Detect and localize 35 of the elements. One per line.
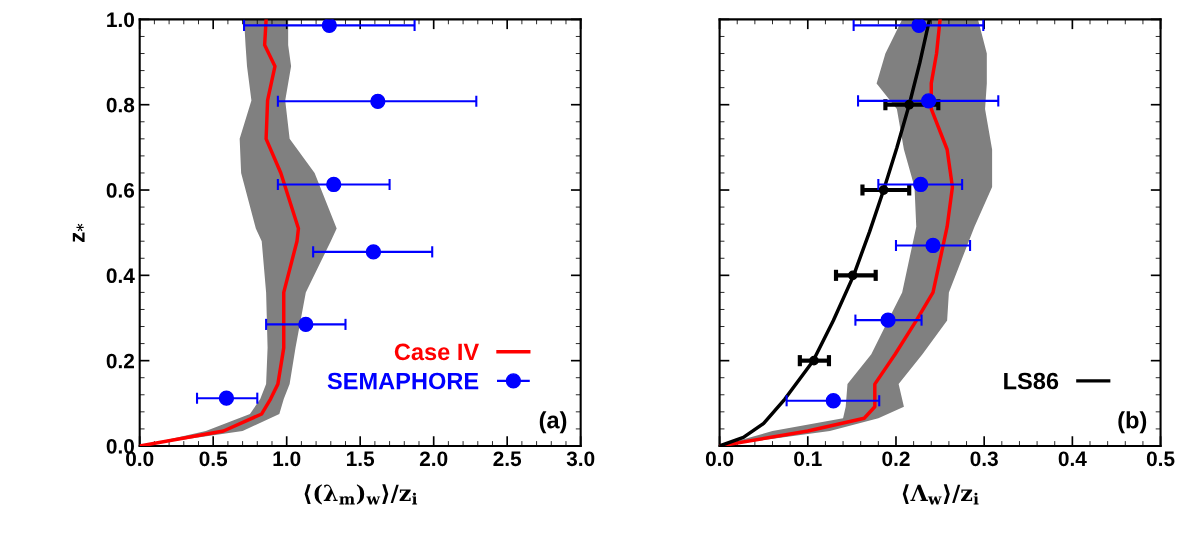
x-tick-label: 0.2 <box>882 451 910 467</box>
x-axis-title: ⟨(λ$_{m}$)$_{w}$⟩/z$_{i}$ <box>304 484 418 505</box>
x-tick-label: 0.3 <box>970 451 998 467</box>
legend-label: LS86 <box>1004 372 1059 390</box>
x-tick-label: 0.1 <box>794 451 822 467</box>
x-tick-label: 0.4 <box>1058 451 1087 467</box>
y-axis-title: z$_{*}$ <box>72 223 85 242</box>
x-tick-label: 1.5 <box>347 451 375 467</box>
point <box>925 237 941 254</box>
point <box>904 99 915 110</box>
x-tick-label: 0.0 <box>705 451 734 467</box>
annotation: (a) <box>539 411 567 434</box>
point <box>911 19 927 34</box>
point <box>880 312 896 328</box>
point <box>913 176 929 193</box>
y-tick-label: 0.4 <box>106 268 135 284</box>
y-tick-label: 1.0 <box>107 12 134 28</box>
legend-label: SEMAPHORE <box>327 372 479 390</box>
point <box>920 93 937 109</box>
legend-label: Case IV <box>394 343 479 361</box>
y-tick-label: 0.2 <box>106 353 135 369</box>
x-tick-label: 1.0 <box>273 451 301 467</box>
point <box>878 185 889 195</box>
point <box>825 393 842 409</box>
x-tick-label: 2.5 <box>493 451 522 467</box>
x-tick-label: 0.5 <box>1146 451 1175 467</box>
y-tick-label: 0.8 <box>106 97 135 113</box>
point <box>809 355 819 366</box>
x-tick-label: 3.0 <box>566 451 595 467</box>
x-tick-label: 0.5 <box>199 451 228 467</box>
x-axis-title: ⟨Λ$_{w}$⟩/z$_{i}$ <box>902 484 979 505</box>
annotation: (b) <box>1118 411 1147 434</box>
point <box>847 270 858 281</box>
x-tick-label: 2.0 <box>419 451 448 467</box>
y-tick-label: 0.6 <box>106 183 135 198</box>
